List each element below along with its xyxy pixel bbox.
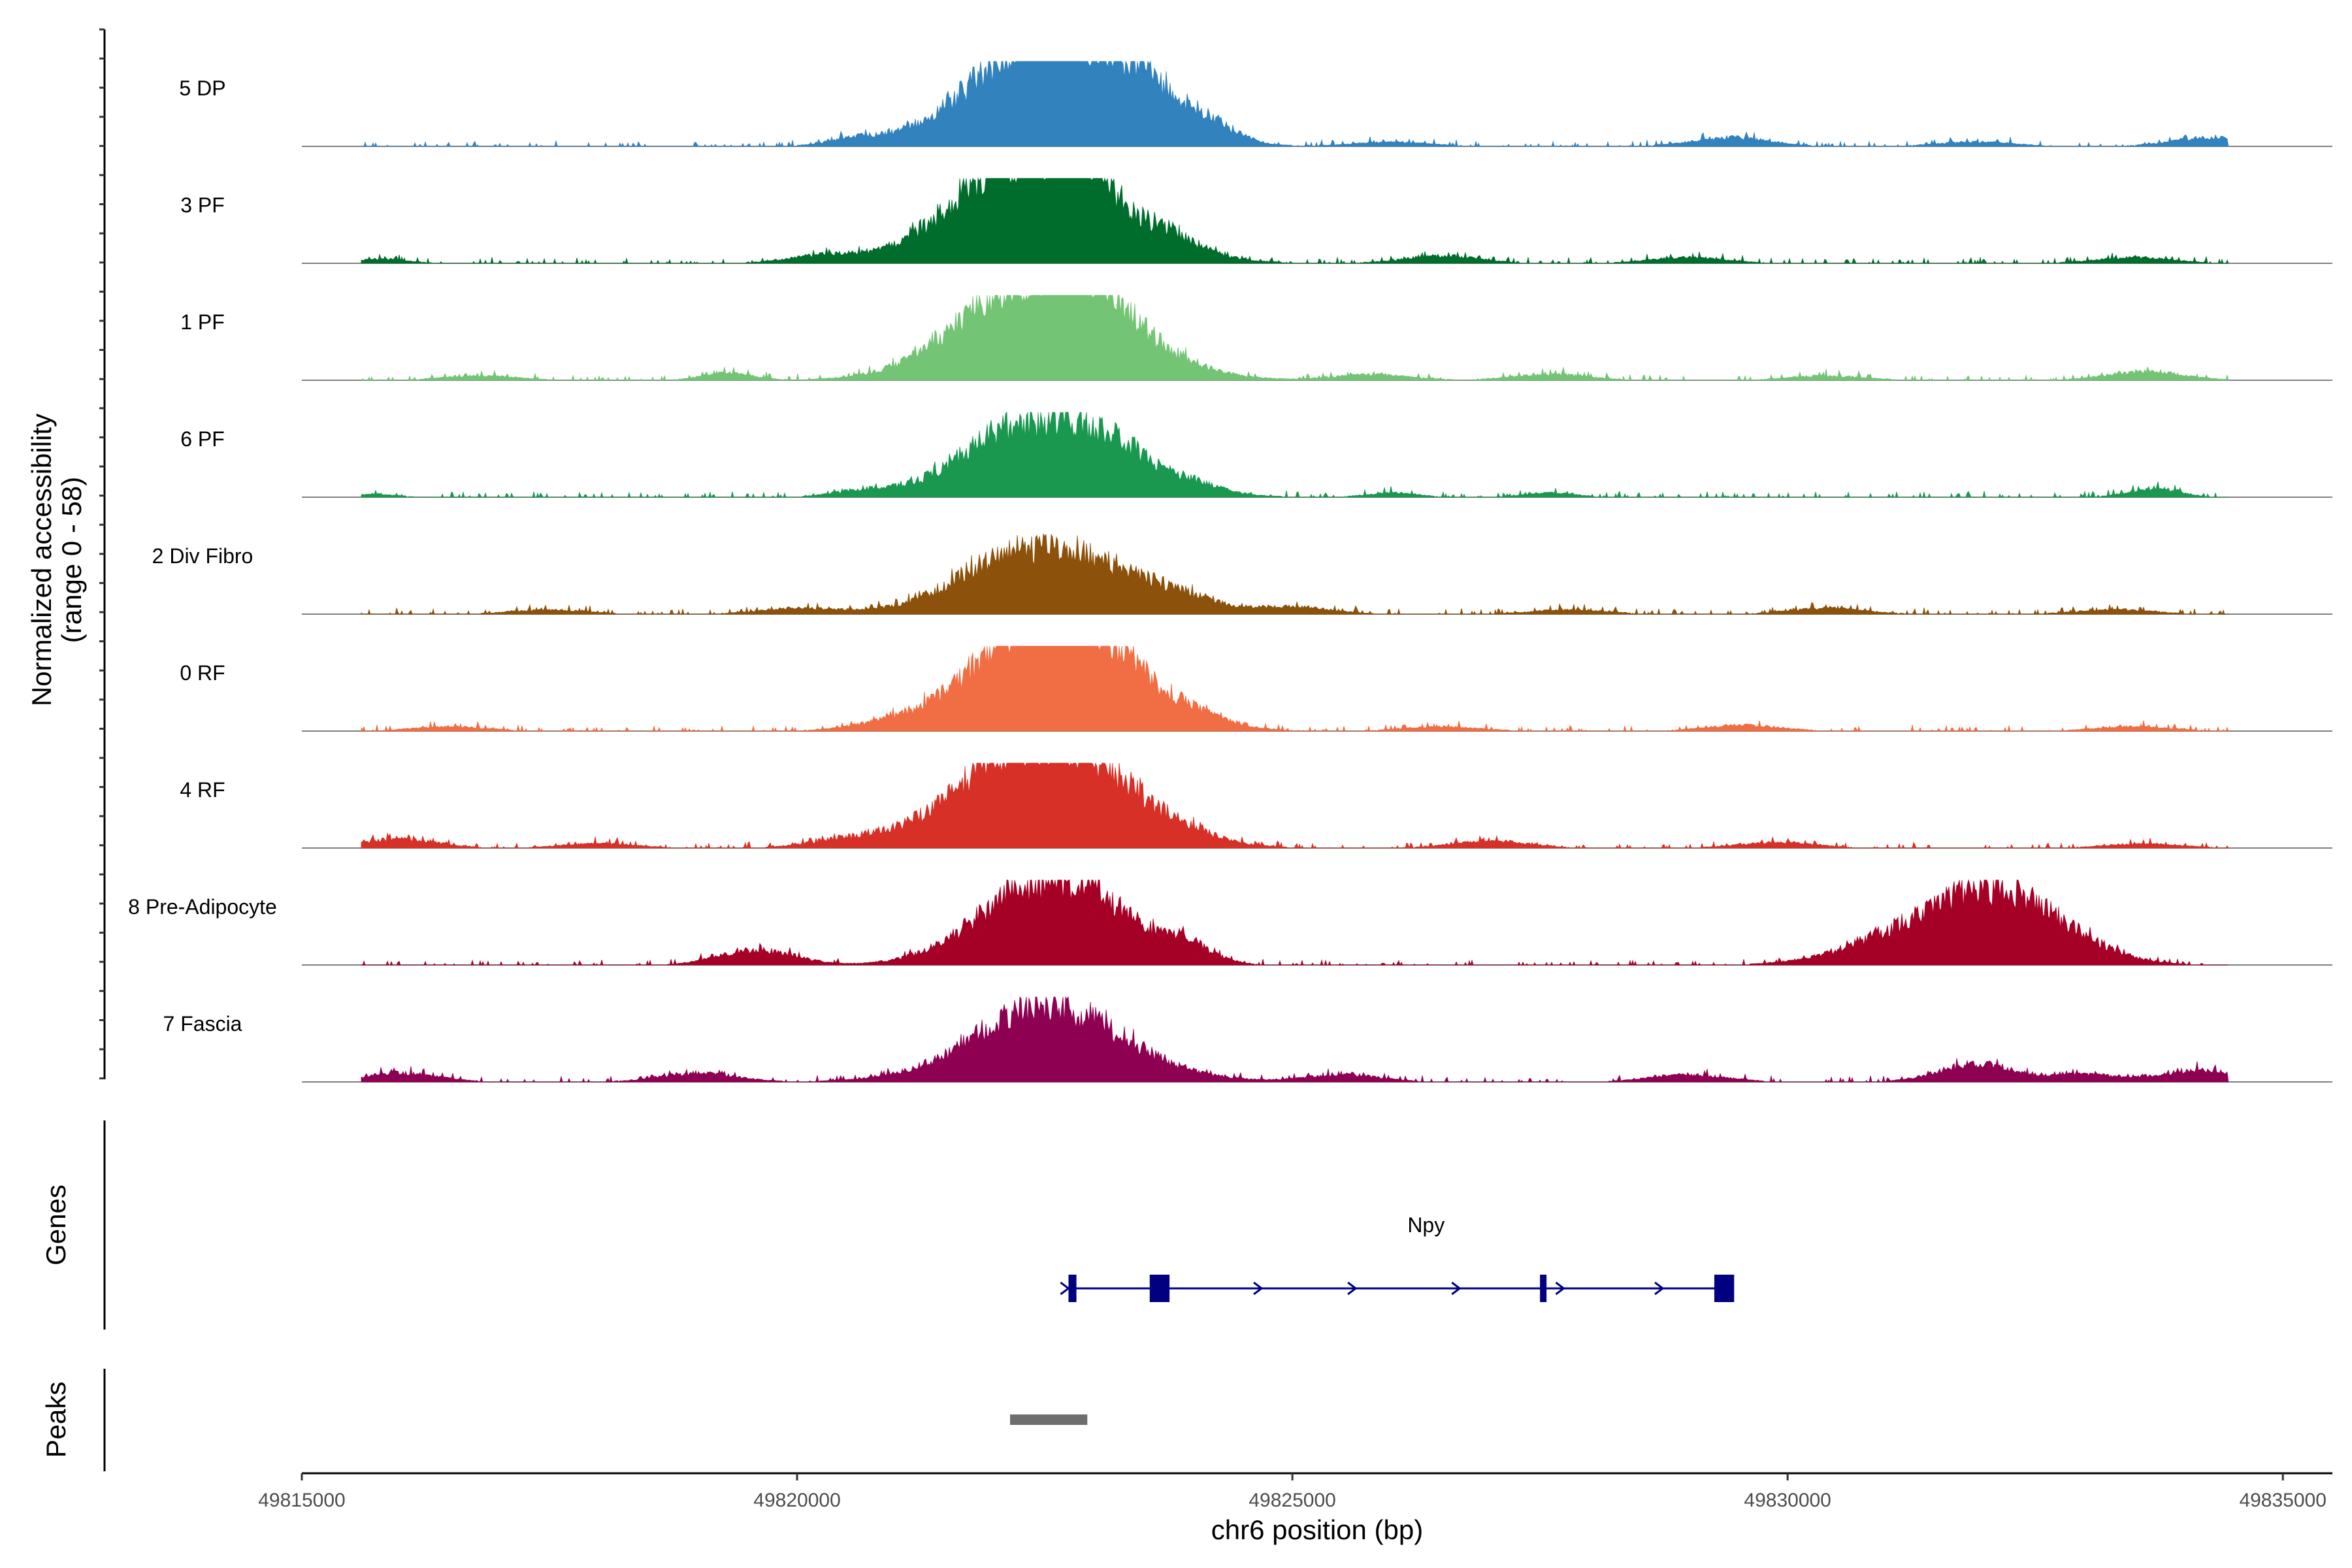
track-5-dp: 5 DP <box>179 60 2332 148</box>
gene-track: Npy <box>1060 1213 1735 1302</box>
track-6-pf: 6 PF <box>180 411 2332 498</box>
strand-arrow <box>1060 1281 1070 1296</box>
track-label: 0 RF <box>180 661 225 685</box>
x-tick-label: 49830000 <box>1744 1490 1831 1511</box>
x-axis-ticks: 49815000 49820000 49825000 49830000 49835000 <box>258 1473 2327 1511</box>
track-2-div-fibro: 2 Div Fibro <box>152 533 2332 615</box>
track-4-rf: 4 RF <box>180 762 2332 849</box>
peaks-panel-label: Peaks <box>41 1382 71 1458</box>
peak-track <box>1010 1414 1088 1425</box>
coverage-area <box>361 411 2229 498</box>
gene-exon <box>1068 1275 1077 1302</box>
track-label: 6 PF <box>180 427 225 451</box>
y-axis-ticks <box>99 28 105 1080</box>
coverage-area <box>361 60 2229 148</box>
strand-arrow <box>1253 1281 1264 1296</box>
track-label: 8 Pre-Adipocyte <box>128 895 277 919</box>
gene-exon <box>1714 1275 1735 1302</box>
coverage-area <box>361 177 2229 265</box>
y-axis-title-line1: Normalized accessibility <box>26 414 57 706</box>
gene-name: Npy <box>1407 1213 1445 1237</box>
x-tick-label: 49825000 <box>1249 1490 1335 1511</box>
track-label: 2 Div Fibro <box>152 544 253 568</box>
track-label: 1 PF <box>180 310 225 334</box>
track-8-pre-adipocyte: 8 Pre-Adipocyte <box>128 879 2332 966</box>
track-label: 7 Fascia <box>163 1012 242 1036</box>
strand-arrow <box>1347 1281 1358 1296</box>
track-0-rf: 0 RF <box>180 645 2332 732</box>
coverage-area <box>361 996 2229 1083</box>
x-tick-label: 49815000 <box>258 1490 345 1511</box>
coverage-tracks: 5 DP 3 PF 1 PF 6 PF 2 Div Fibro 0 RF 4 RF 8 Pre… <box>128 60 2332 1083</box>
coverage-area <box>361 645 2229 732</box>
strand-arrow <box>1555 1281 1565 1296</box>
gene-exon <box>1540 1275 1547 1302</box>
gene-exon <box>1149 1275 1170 1302</box>
coverage-area <box>361 533 2229 615</box>
track-label: 4 RF <box>180 778 225 802</box>
coverage-area <box>361 295 2229 382</box>
strand-arrow <box>1654 1281 1665 1296</box>
peak-region <box>1010 1414 1088 1425</box>
track-label: 3 PF <box>180 193 225 217</box>
x-axis-title: chr6 position (bp) <box>1211 1514 1424 1545</box>
coverage-area <box>361 762 2229 849</box>
genes-panel-label: Genes <box>41 1184 71 1266</box>
track-1-pf: 1 PF <box>180 295 2332 382</box>
strand-arrow <box>1451 1281 1462 1296</box>
track-7-fascia: 7 Fascia <box>163 996 2332 1083</box>
y-axis-title-line2: (range 0 - 58) <box>56 477 87 643</box>
x-tick-label: 49820000 <box>753 1490 840 1511</box>
x-tick-label: 49835000 <box>2239 1490 2326 1511</box>
coverage-area <box>361 879 2229 966</box>
track-3-pf: 3 PF <box>180 177 2332 265</box>
track-label: 5 DP <box>179 76 225 100</box>
